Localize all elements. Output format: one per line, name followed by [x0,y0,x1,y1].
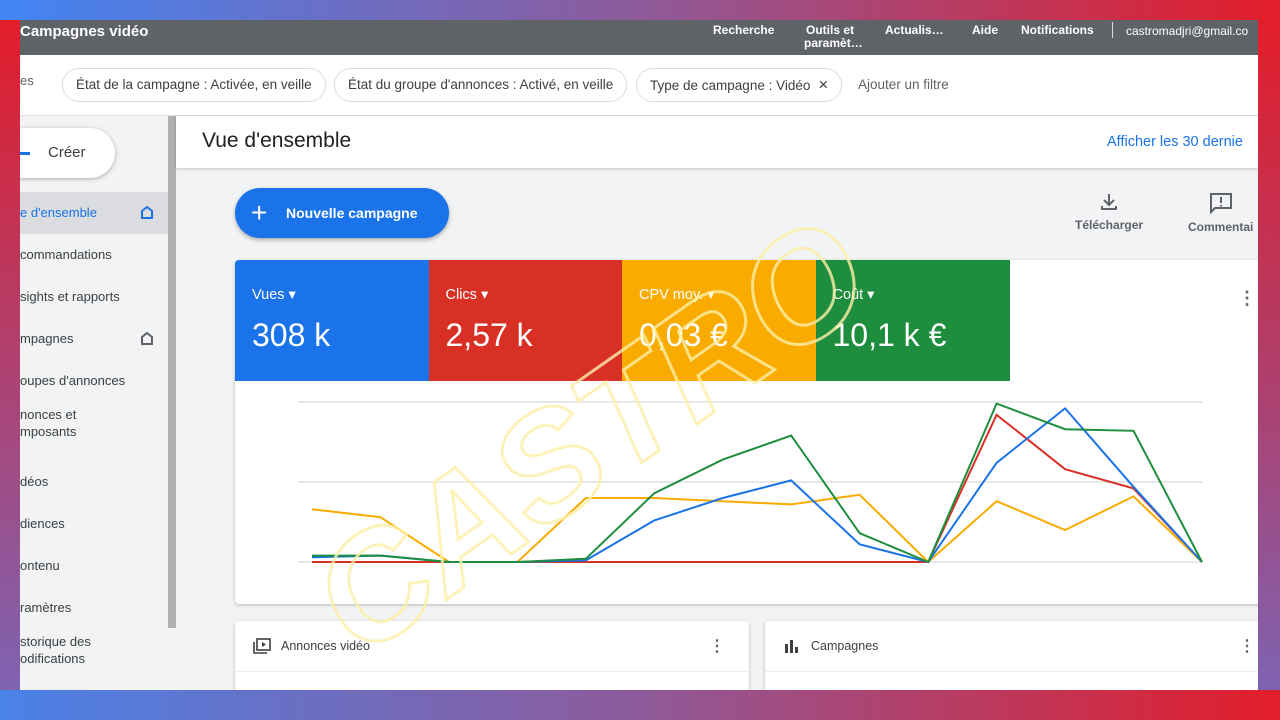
create-button[interactable]: Créer [20,128,115,178]
sidebar-item-label: diences [20,516,65,531]
sidebar-item[interactable]: ramètres [20,599,168,616]
video-ads-panel: Annonces vidéo ⋮ [235,621,749,690]
app-window: Campagnes vidéo Recherche Outils et para… [20,20,1258,690]
sidebar-item-label: déos [20,474,49,489]
frame-border-left [0,20,20,720]
metric-value: 308 k [252,317,331,353]
page-header: Vue d'ensemble Afficher les 30 dernie [176,116,1258,168]
download-button[interactable]: Télécharger [1075,192,1143,232]
home-icon [141,205,153,219]
filter-chip-adgroup-status[interactable]: État du groupe d'annonces : Activé, en v… [334,68,628,102]
metric-value: 10,1 k € [832,317,947,353]
frame-border-bottom [0,690,1280,720]
new-campaign-label: Nouvelle campagne [286,205,418,221]
more-options-icon[interactable]: ⋮ [1239,638,1255,655]
metric-tile[interactable]: CPV moy. ▾ 0,03 € [622,260,816,381]
filter-chip-campaign-type[interactable]: Type de campagne : Vidéo × [636,68,843,102]
sidebar-item-label: ramètres [20,600,72,615]
metric-label[interactable]: Coût ▾ [832,287,875,303]
sidebar-item[interactable]: mpagnes [20,330,168,347]
plus-icon [20,152,30,155]
download-icon [1101,194,1118,210]
sidebar-item[interactable]: diences [20,515,168,532]
chip-label: Type de campagne : Vidéo [650,78,811,93]
panel-title: Annonces vidéo [281,639,370,653]
series-line-cpv-moy- [311,493,1203,564]
filters-label: es [20,73,34,88]
nav-search[interactable]: Recherche [713,23,775,37]
close-icon[interactable]: × [818,75,829,94]
sidebar-item-label: storique des odifications [20,634,91,666]
sidebar-item[interactable]: nonces et mposants [20,406,168,440]
metric-label[interactable]: CPV moy. ▾ [639,287,715,303]
dropdown-arrow-icon: ▾ [867,287,875,303]
sidebar-item[interactable]: déos [20,473,168,490]
nav-notifications[interactable]: Notifications [1021,23,1094,37]
bar-chart-icon [785,640,798,653]
sidebar-item-label: ontenu [20,558,60,573]
series-line-co-t [312,402,1203,564]
sidebar-item[interactable]: e d'ensemble [20,192,168,234]
feedback-icon [1209,193,1232,214]
sidebar-item[interactable]: storique des odifications [20,633,168,667]
metric-tile[interactable]: Coût ▾ 10,1 k € [815,260,1010,381]
campaigns-panel: Campagnes ⋮ [765,621,1258,690]
nav-tools[interactable]: Outils et paramèt… [804,23,863,50]
performance-chart-card: Vues ▾ 308 k Clics ▾ 2,57 k CPV moy. ▾ 0,03 €… [235,260,1258,604]
sidebar-item-label: oupes d'annonces [20,373,126,388]
sidebar-item-label: nonces et mposants [20,407,77,439]
sidebar-item-label: e d'ensemble [20,205,97,220]
more-options-icon[interactable]: ⋮ [709,638,725,655]
metric-tile[interactable]: Vues ▾ 308 k [235,260,429,381]
video-library-icon [253,638,271,654]
add-filter-input[interactable]: Ajouter un filtre [858,77,949,92]
new-campaign-button[interactable]: + Nouvelle campagne [235,188,449,238]
dropdown-arrow-icon: ▾ [288,287,296,303]
home-icon [141,331,153,345]
plus-icon: + [251,197,268,228]
main-content: Vue d'ensemble Afficher les 30 dernie + … [176,116,1258,690]
sidebar-item-label: mpagnes [20,331,74,346]
sidebar-item[interactable]: oupes d'annonces [20,372,168,389]
metric-label[interactable]: Clics ▾ [445,287,489,303]
filter-chip-campaign-status[interactable]: État de la campagne : Activée, en veille [62,68,326,102]
divider [1112,22,1113,38]
series-line-vues [311,407,1203,564]
feedback-button[interactable]: Commentai [1188,192,1253,234]
metric-value: 2,57 k [445,317,533,353]
nav-refresh[interactable]: Actualis… [885,23,944,37]
dropdown-arrow-icon: ▾ [707,287,715,303]
line-chart [298,401,1203,564]
create-label: Créer [48,144,86,161]
sidebar-item[interactable]: commandations [20,246,168,263]
divider [235,671,749,672]
frame-border-right [1258,20,1280,720]
page-title: Vue d'ensemble [202,129,352,152]
sidebar: Créer e d'ensemble commandations sights et… [20,116,168,690]
top-bar: Campagnes vidéo Recherche Outils et para… [20,20,1258,55]
filter-bar: es État de la campagne : Activée, en vei… [20,55,1258,116]
download-label: Télécharger [1075,218,1144,232]
metric-label[interactable]: Vues ▾ [252,287,296,303]
nav-help[interactable]: Aide [972,23,999,37]
sidebar-item-label: sights et rapports [20,289,120,304]
more-options-icon[interactable]: ⋮ [1238,288,1256,308]
app-title: Campagnes vidéo [20,23,149,40]
metric-tile[interactable]: Clics ▾ 2,57 k [428,260,623,381]
account-email[interactable]: castromadjri@gmail.co [1126,24,1249,38]
sidebar-item-label: commandations [20,247,112,262]
divider [765,671,1258,672]
panel-title: Campagnes [811,639,879,653]
date-range-link[interactable]: Afficher les 30 dernie [1107,134,1243,150]
sidebar-item[interactable]: sights et rapports [20,288,168,305]
sidebar-scrollbar[interactable] [168,116,176,628]
metric-value: 0,03 € [639,317,728,353]
dropdown-arrow-icon: ▾ [480,287,489,303]
feedback-label: Commentai [1188,220,1254,234]
sidebar-item[interactable]: ontenu [20,557,168,574]
